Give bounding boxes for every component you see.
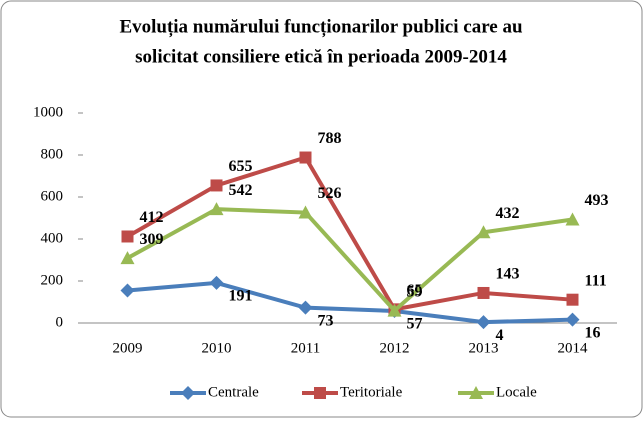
legend-label: Locale <box>496 384 537 400</box>
value-label: 542 <box>229 182 253 199</box>
point <box>298 300 313 315</box>
y-tick-label: 800 <box>41 146 64 162</box>
value-label: 143 <box>496 266 520 283</box>
legend-marker <box>181 386 195 400</box>
legend-label: Teritoriale <box>340 384 403 400</box>
y-tick-label: 0 <box>56 314 64 330</box>
point <box>209 275 224 290</box>
value-label: 526 <box>318 185 342 202</box>
value-label: 191 <box>229 288 253 305</box>
legend-label: Centrale <box>208 384 259 400</box>
point <box>120 251 135 265</box>
series-line <box>127 280 573 325</box>
value-label: 57 <box>407 316 423 333</box>
value-label: 788 <box>318 130 342 147</box>
x-tick-label: 2014 <box>558 340 589 356</box>
x-tick-label: 2010 <box>202 340 232 356</box>
point <box>121 230 134 243</box>
point <box>387 303 402 317</box>
point <box>476 225 491 239</box>
x-tick-label: 2013 <box>469 340 499 356</box>
point <box>209 202 224 216</box>
point <box>565 312 580 327</box>
value-label: 73 <box>318 312 334 329</box>
x-tick-label: 2012 <box>380 340 410 356</box>
point <box>476 315 491 330</box>
y-tick-label: 200 <box>41 272 64 288</box>
value-label: 655 <box>229 158 253 175</box>
value-label: 16 <box>585 324 601 341</box>
legend-marker <box>469 386 483 399</box>
value-label: 4 <box>496 327 504 344</box>
y-tick-label: 400 <box>41 230 64 246</box>
point <box>477 286 490 299</box>
legend-marker <box>314 387 326 399</box>
point <box>299 151 312 164</box>
value-label: 59 <box>407 283 423 300</box>
value-label: 432 <box>496 205 520 222</box>
series-line <box>126 207 573 314</box>
y-tick-label: 1000 <box>33 104 63 120</box>
series-line <box>126 155 573 312</box>
value-label: 309 <box>140 231 164 248</box>
point <box>120 283 135 298</box>
point <box>298 205 313 219</box>
point <box>210 179 223 192</box>
chart-title: solicitat consiliere etică în perioada 2… <box>135 46 507 67</box>
point <box>566 293 579 306</box>
point <box>565 212 580 226</box>
chart-title: Evoluția numărului funcționarilor public… <box>119 16 523 37</box>
y-tick-label: 600 <box>41 188 64 204</box>
x-tick-label: 2009 <box>113 340 143 356</box>
value-label: 111 <box>585 272 607 289</box>
value-label: 412 <box>140 209 164 226</box>
value-label: 493 <box>585 192 609 209</box>
x-tick-label: 2011 <box>291 340 320 356</box>
